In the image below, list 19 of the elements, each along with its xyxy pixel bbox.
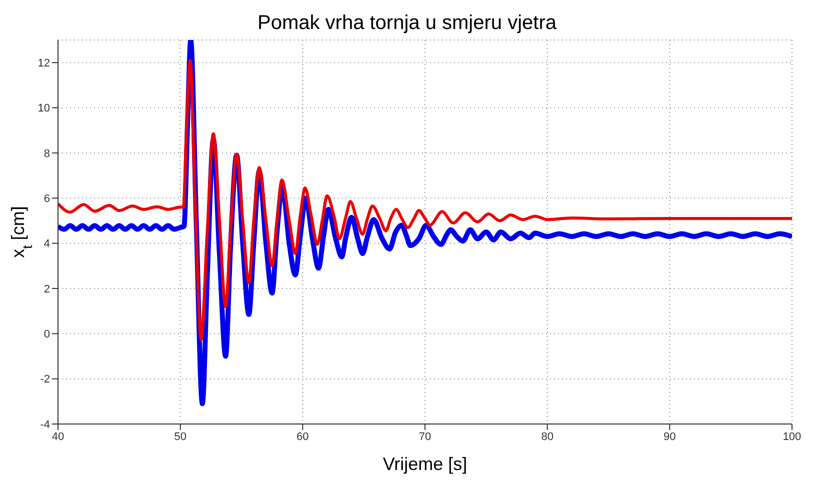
line-series	[58, 58, 792, 341]
y-tick-label: 2	[44, 283, 50, 296]
x-tick-label: 40	[52, 430, 64, 443]
y-tick-label: 0	[44, 328, 50, 341]
y-tick-label: 4	[44, 238, 50, 250]
x-tick-label: 70	[418, 430, 432, 443]
y-tick-label: -4	[40, 418, 50, 431]
chart-title: Pomak vrha tornja u smjeru vjetra	[256, 12, 558, 35]
y-tick-label: 12	[38, 57, 50, 70]
x-tick-label: 90	[664, 430, 676, 443]
x-tick-label: 60	[296, 430, 309, 443]
x-tick-label: 50	[174, 430, 186, 443]
x-tick-label: 80	[541, 430, 554, 443]
y-tick-label: 6	[44, 193, 50, 206]
x-axis-title: Vrijeme [s]	[382, 454, 468, 474]
x-tick-label: 100	[782, 430, 802, 443]
y-tick-label: 8	[44, 148, 50, 160]
y-tick-label: 10	[38, 102, 50, 115]
y-tick-label: -2	[40, 374, 50, 386]
